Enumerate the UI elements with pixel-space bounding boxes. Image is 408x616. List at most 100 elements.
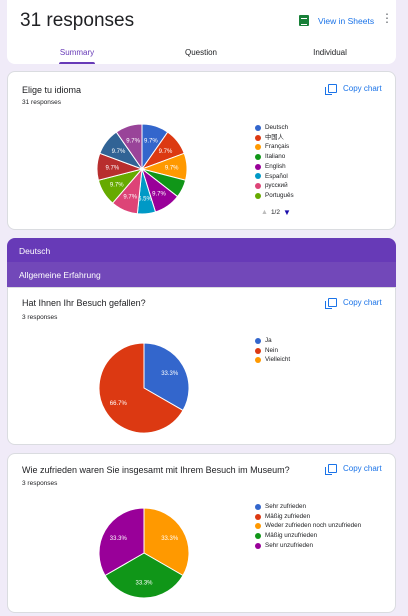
slice-label: 33.3%	[161, 536, 179, 542]
slice-label: 6.5%	[138, 197, 152, 203]
slice-label: 9.7%	[152, 191, 166, 197]
legend-swatch	[255, 153, 261, 160]
legend-label: 中国人	[265, 133, 284, 141]
legend-label: русский	[265, 182, 288, 190]
slice-label: 9.7%	[112, 149, 126, 155]
section-header-deutsch: Deutsch	[7, 238, 396, 262]
response-count: 3 responses	[22, 480, 58, 487]
response-count: 31 responses	[22, 99, 62, 106]
page-title: 31 responses	[20, 10, 135, 31]
legend-swatch	[255, 513, 261, 520]
view-in-sheets-label: View in Sheets	[318, 15, 375, 26]
legend-label: Sehr unzufrieden	[265, 541, 313, 549]
legend-swatch	[255, 124, 261, 131]
tab-question[interactable]: Question	[184, 48, 218, 57]
legend-item: Français	[255, 142, 294, 152]
slice-label: 33.3%	[161, 371, 179, 377]
slice-label: 9.7%	[144, 139, 158, 145]
view-in-sheets-button[interactable]: View in Sheets	[299, 15, 374, 26]
question-title: Wie zufrieden waren Sie insgesamt mit Ih…	[22, 465, 290, 475]
legend-label: Mäßig zufrieden	[265, 512, 311, 520]
response-count: 3 responses	[22, 314, 58, 321]
legend-pager: ▲ 1/2 ▼	[261, 208, 291, 217]
legend-item: Deutsch	[255, 123, 294, 133]
legend-item: Mäßig unzufrieden	[255, 531, 361, 541]
pie-chart-visit: 33.3% 66.7%	[98, 342, 190, 434]
legend-swatch	[255, 163, 261, 170]
pie-slice	[143, 342, 190, 412]
pager-prev-icon[interactable]: ▲	[261, 209, 268, 216]
legend-swatch	[255, 144, 261, 151]
copy-chart-label: Copy chart	[343, 84, 382, 93]
legend-item: Italiano	[255, 152, 294, 162]
legend-label: Sehr zufrieden	[265, 503, 306, 510]
pie-slice	[143, 507, 190, 577]
pie-slice	[115, 123, 143, 171]
pager-next-icon[interactable]: ▼	[282, 208, 291, 217]
legend-swatch	[255, 503, 261, 510]
question-card-language: Elige tu idioma 31 responses Copy chart …	[7, 71, 396, 230]
legend-label: English	[265, 162, 286, 170]
legend-swatch	[255, 183, 261, 190]
slice-label: 33.3%	[135, 581, 153, 587]
section-header-experience: Allgemeine Erfahrung	[7, 262, 396, 287]
slice-label: 33.3%	[110, 536, 128, 542]
question-card-museum: Wie zufrieden waren Sie insgesamt mit Ih…	[7, 453, 396, 613]
legend-item: English	[255, 162, 294, 172]
legend-swatch	[255, 192, 261, 199]
copy-chart-button[interactable]: Copy chart	[325, 464, 382, 475]
slice-label: 9.7%	[159, 149, 173, 155]
legend-item: Sehr unzufrieden	[255, 541, 361, 551]
legend-swatch	[255, 523, 261, 530]
pie-chart-museum: 33.3% 33.3% 33.3%	[98, 507, 190, 599]
responses-header: 31 responses View in Sheets ⋮ Summary Qu…	[7, 0, 396, 64]
legend-visit: Ja Nein Vielleicht	[255, 336, 290, 365]
copy-chart-label: Copy chart	[343, 298, 382, 307]
legend-label: Nein	[265, 346, 278, 354]
legend-label: Mäßig unzufrieden	[265, 532, 318, 540]
legend-label: Weder zufrieden noch unzufrieden	[265, 522, 362, 530]
legend-item: Weder zufrieden noch unzufrieden	[255, 521, 361, 531]
slice-label: 9.7%	[165, 165, 179, 171]
legend-item: Mäßig zufrieden	[255, 512, 361, 522]
question-card-visit: Hat Ihnen Ihr Besuch gefallen? 3 respons…	[7, 287, 396, 445]
pie-chart-language: 9.7%9.7%9.7%9.7%6.5%9.7%9.7%9.7%9.7%9.7%	[96, 123, 188, 215]
legend-item: Español	[255, 172, 294, 182]
pie-slice	[98, 507, 145, 577]
copy-icon	[325, 84, 337, 95]
legend-item: 中国人	[255, 133, 294, 143]
legend-item: русский	[255, 181, 294, 191]
legend-item: Vielleicht	[255, 355, 290, 365]
slice-label: 9.7%	[126, 139, 140, 145]
question-title: Elige tu idioma	[22, 85, 82, 95]
tab-individual[interactable]: Individual	[313, 48, 347, 57]
copy-icon	[325, 298, 337, 309]
legend-item: Português	[255, 191, 294, 201]
copy-chart-label: Copy chart	[343, 464, 382, 473]
sheets-icon	[299, 15, 309, 26]
legend-museum: Sehr zufrieden Mäßig zufrieden Weder zuf…	[255, 502, 361, 551]
legend-swatch	[255, 532, 261, 539]
copy-icon	[325, 464, 337, 475]
pie-slice	[104, 552, 184, 599]
legend-label: Vielleicht	[265, 356, 291, 364]
legend-label: Italiano	[265, 153, 286, 161]
legend-swatch	[255, 134, 261, 141]
copy-chart-button[interactable]: Copy chart	[325, 298, 382, 309]
legend-label: Español	[265, 172, 288, 180]
legend-item: Sehr zufrieden	[255, 502, 361, 512]
legend-item: Ja	[255, 336, 290, 346]
question-title: Hat Ihnen Ihr Besuch gefallen?	[22, 298, 146, 308]
active-tab-indicator	[59, 62, 95, 64]
slice-label: 9.7%	[105, 165, 119, 171]
legend-label: Ja	[265, 337, 272, 344]
legend-label: Português	[265, 191, 294, 199]
more-options-icon[interactable]: ⋮	[381, 11, 393, 25]
tab-bar: Summary Question Individual	[7, 46, 396, 64]
slice-label: 9.7%	[123, 194, 137, 200]
legend-label: Français	[265, 143, 290, 151]
copy-chart-button[interactable]: Copy chart	[325, 84, 382, 95]
slice-label: 66.7%	[110, 401, 128, 407]
tab-summary[interactable]: Summary	[59, 48, 95, 57]
slice-label: 9.7%	[110, 183, 124, 189]
